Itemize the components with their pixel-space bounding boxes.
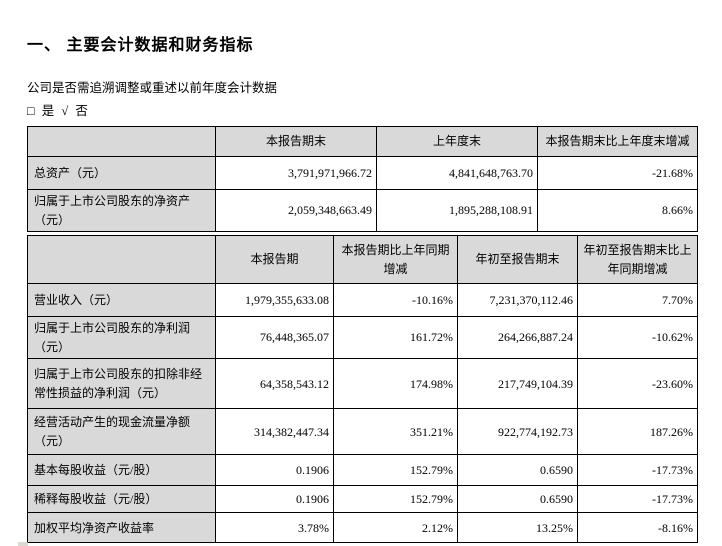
value-cell: 64,358,543.12 xyxy=(215,358,334,410)
value-cell: -23.60% xyxy=(577,358,698,410)
value-cell: -17.73% xyxy=(577,454,698,487)
restatement-question: 公司是否需追溯调整或重述以前年度会计数据 xyxy=(27,81,278,95)
table-header-row: 本报告期末 上年度末 本报告期末比上年度末增减 xyxy=(27,126,698,157)
value-cell: 0.1906 xyxy=(215,454,334,487)
value-cell: 8.66% xyxy=(537,188,698,233)
value-cell: 152.79% xyxy=(333,485,458,514)
value-cell: 4,841,648,763.70 xyxy=(376,156,538,190)
row-label: 经营活动产生的现金流量净额（元） xyxy=(27,408,216,456)
column-header: 本报告期比上年同期增减 xyxy=(333,235,458,285)
value-cell: 7,231,370,112.46 xyxy=(457,283,578,318)
yes-label: 是 xyxy=(41,104,55,118)
value-cell: 13.25% xyxy=(457,512,578,544)
column-header: 上年度末 xyxy=(376,126,538,157)
value-cell: 3,791,971,966.72 xyxy=(215,156,377,190)
row-label: 稀释每股收益（元/股） xyxy=(27,485,216,514)
row-label: 总资产（元） xyxy=(27,156,216,190)
table-row: 归属于上市公司股东的净资产（元） 2,059,348,663.49 1,895,… xyxy=(27,188,698,233)
value-cell: 2.12% xyxy=(333,512,458,544)
row-label: 归属于上市公司股东的净资产（元） xyxy=(27,188,216,233)
value-cell: 0.1906 xyxy=(215,485,334,514)
table-corner-cell xyxy=(27,235,216,285)
value-cell: -8.16% xyxy=(577,512,698,544)
value-cell: 3.78% xyxy=(215,512,334,544)
value-cell: 264,266,887.24 xyxy=(457,316,578,360)
period-end-table: 本报告期末 上年度末 本报告期末比上年度末增减 总资产（元） 3,791,971… xyxy=(27,126,698,233)
value-cell: 152.79% xyxy=(333,454,458,487)
no-label: 否 xyxy=(75,104,88,118)
value-cell: 7.70% xyxy=(577,283,698,318)
table-row: 经营活动产生的现金流量净额（元） 314,382,447.34 351.21% … xyxy=(27,408,698,456)
value-cell: 922,774,192.73 xyxy=(457,408,578,456)
checkmark-icon: √ xyxy=(61,104,69,118)
table-row: 归属于上市公司股东的净利润（元） 76,448,365.07 161.72% 2… xyxy=(27,316,698,360)
value-cell: -21.68% xyxy=(537,156,698,190)
column-header: 本报告期末比上年度末增减 xyxy=(537,126,698,157)
value-cell: 174.98% xyxy=(333,358,458,410)
row-label: 基本每股收益（元/股） xyxy=(27,454,216,487)
value-cell: 1,895,288,108.91 xyxy=(376,188,538,233)
value-cell: 76,448,365.07 xyxy=(215,316,334,360)
row-label: 归属于上市公司股东的扣除非经常性损益的净利润（元） xyxy=(27,358,216,410)
column-header: 本报告期末 xyxy=(215,126,377,157)
column-header: 年初至报告期末 xyxy=(457,235,578,285)
value-cell: 217,749,104.39 xyxy=(457,358,578,410)
value-cell: -10.16% xyxy=(333,283,458,318)
value-cell: 1,979,355,633.08 xyxy=(215,283,334,318)
reporting-period-table: 本报告期 本报告期比上年同期增减 年初至报告期末 年初至报告期末比上年同期增减 … xyxy=(27,235,698,544)
column-header: 本报告期 xyxy=(215,235,334,285)
value-cell: 187.26% xyxy=(577,408,698,456)
section-title: 一、 主要会计数据和财务指标 xyxy=(27,37,254,54)
table-row: 基本每股收益（元/股） 0.1906 152.79% 0.6590 -17.73… xyxy=(27,454,698,487)
row-label: 归属于上市公司股东的净利润（元） xyxy=(27,316,216,360)
checkbox-unchecked-icon: □ xyxy=(27,104,35,118)
value-cell: 2,059,348,663.49 xyxy=(215,188,377,233)
value-cell: 351.21% xyxy=(333,408,458,456)
value-cell: 161.72% xyxy=(333,316,458,360)
value-cell: 0.6590 xyxy=(457,454,578,487)
table-row: 营业收入（元） 1,979,355,633.08 -10.16% 7,231,3… xyxy=(27,283,698,318)
table-row: 稀释每股收益（元/股） 0.1906 152.79% 0.6590 -17.73… xyxy=(27,485,698,514)
row-label: 加权平均净资产收益率 xyxy=(27,512,216,544)
table-header-row: 本报告期 本报告期比上年同期增减 年初至报告期末 年初至报告期末比上年同期增减 xyxy=(27,235,698,285)
table-row: 归属于上市公司股东的扣除非经常性损益的净利润（元） 64,358,543.12 … xyxy=(27,358,698,410)
column-header: 年初至报告期末比上年同期增减 xyxy=(577,235,698,285)
table-row: 总资产（元） 3,791,971,966.72 4,841,648,763.70… xyxy=(27,156,698,190)
value-cell: -17.73% xyxy=(577,485,698,514)
value-cell: -10.62% xyxy=(577,316,698,360)
row-label: 营业收入（元） xyxy=(27,283,216,318)
table-corner-cell xyxy=(27,126,216,157)
value-cell: 314,382,447.34 xyxy=(215,408,334,456)
financial-indicators-tables: 本报告期末 上年度末 本报告期末比上年度末增减 总资产（元） 3,791,971… xyxy=(27,126,699,544)
table-row: 加权平均净资产收益率 3.78% 2.12% 13.25% -8.16% xyxy=(27,512,698,544)
yes-no-choice: □ 是 √ 否 xyxy=(27,100,92,119)
value-cell: 0.6590 xyxy=(457,485,578,514)
scan-artifact xyxy=(18,542,28,546)
